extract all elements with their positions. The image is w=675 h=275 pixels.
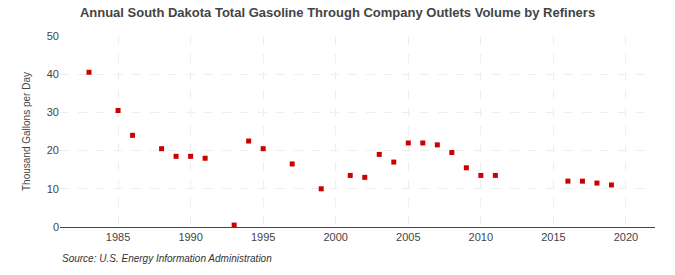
svg-text:Source: U.S. Energy Informatio: Source: U.S. Energy Information Administ… (62, 253, 272, 264)
svg-text:40: 40 (47, 68, 59, 80)
svg-text:1990: 1990 (178, 231, 202, 243)
svg-text:2005: 2005 (396, 231, 420, 243)
svg-text:30: 30 (47, 106, 59, 118)
svg-text:Annual South Dakota Total Gaso: Annual South Dakota Total Gasoline Throu… (80, 5, 595, 20)
svg-text:20: 20 (47, 144, 59, 156)
svg-text:0: 0 (53, 221, 59, 233)
svg-text:1995: 1995 (251, 231, 275, 243)
svg-text:1985: 1985 (106, 231, 130, 243)
svg-text:2015: 2015 (541, 231, 565, 243)
svg-text:2000: 2000 (323, 231, 347, 243)
svg-text:Thousand Gallons per Day: Thousand Gallons per Day (21, 72, 32, 191)
svg-text:2020: 2020 (614, 231, 638, 243)
svg-text:10: 10 (47, 183, 59, 195)
svg-text:50: 50 (47, 30, 59, 42)
svg-text:2010: 2010 (469, 231, 493, 243)
